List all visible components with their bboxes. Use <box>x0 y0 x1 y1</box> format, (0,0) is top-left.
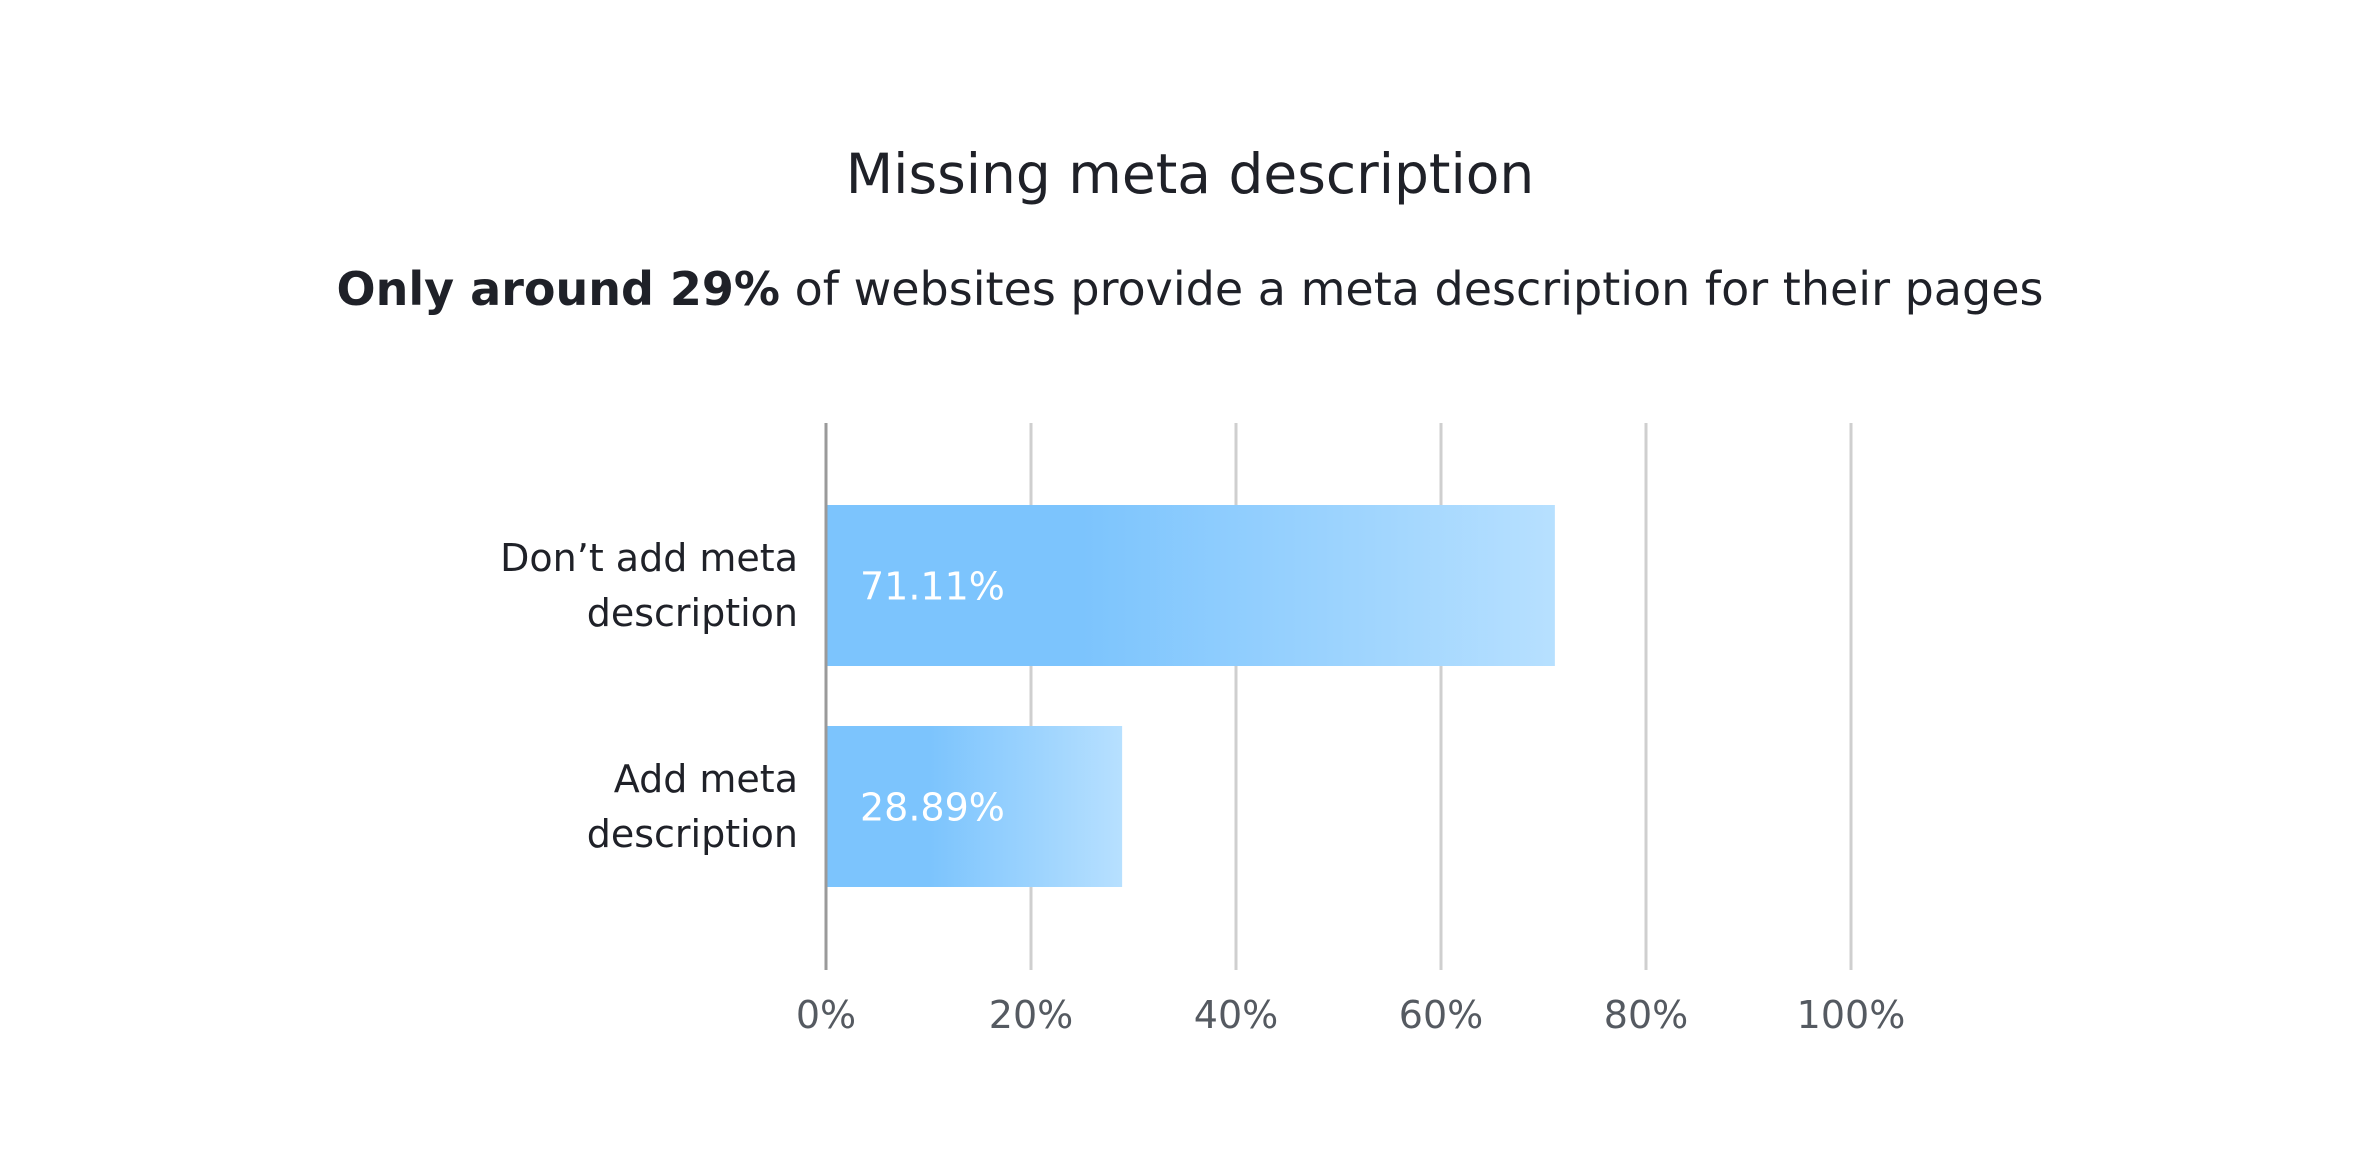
x-tick-label-0: 0% <box>796 993 856 1037</box>
x-tick-label-20: 20% <box>989 993 1073 1037</box>
category-label-0-line-0: Don’t add meta <box>500 536 798 580</box>
x-axis-ticks: 0% 20% 40% 60% 80% 100% <box>796 993 1905 1037</box>
category-label-1-line-0: Add meta <box>614 757 798 801</box>
data-label-0: 71.11% <box>860 565 1005 609</box>
x-tick-label-40: 40% <box>1194 993 1278 1037</box>
bar-1 <box>826 726 1123 887</box>
data-label-1: 28.89% <box>860 786 1005 830</box>
subtitle-highlight: Only around 29% <box>336 262 781 316</box>
chart-title: Missing meta description <box>845 142 1535 206</box>
category-label-0-line-1: description <box>587 591 798 635</box>
chart-subtitle: Only around 29% of websites provide a me… <box>0 262 2380 316</box>
subtitle-text: of websites provide a meta description f… <box>780 262 2044 316</box>
category-labels: Don’t add meta description Add meta descrip… <box>500 536 798 856</box>
category-label-1-line-1: description <box>587 812 798 856</box>
x-tick-label-80: 80% <box>1604 993 1688 1037</box>
x-tick-label-60: 60% <box>1399 993 1483 1037</box>
bar-0 <box>826 505 1555 666</box>
data-labels: 71.11% 28.89% <box>860 565 1005 830</box>
bars <box>826 505 1555 887</box>
x-tick-label-100: 100% <box>1797 993 1906 1037</box>
